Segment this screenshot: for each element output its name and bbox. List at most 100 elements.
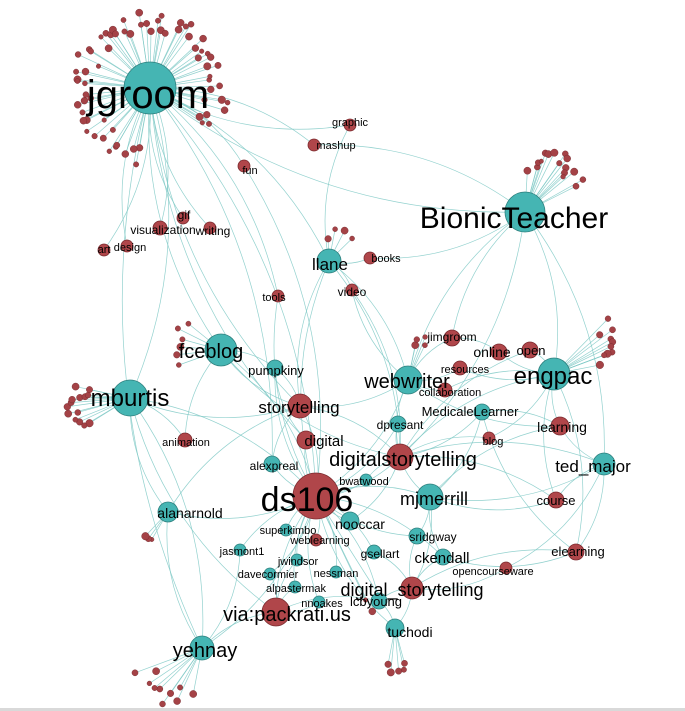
leaf-node-webwriter[interactable] xyxy=(411,341,420,350)
leaf-node-tuchodi[interactable] xyxy=(384,660,392,668)
node-pumpkiny[interactable] xyxy=(266,359,284,377)
leaf-node-jgroom[interactable] xyxy=(84,128,90,134)
leaf-node-llane[interactable] xyxy=(349,235,355,242)
node-weblearning[interactable] xyxy=(309,533,323,547)
leaf-node-mburtis[interactable] xyxy=(81,422,88,429)
leaf-node-jgroom[interactable] xyxy=(220,106,229,114)
node-opencourseware[interactable] xyxy=(499,561,513,575)
leaf-node-jgroom[interactable] xyxy=(121,28,128,35)
leaf-node-ds106[interactable] xyxy=(368,607,376,616)
node-nnoakes[interactable] xyxy=(312,595,326,609)
leaf-node-bionicteacher[interactable] xyxy=(572,182,580,190)
leaf-node-jgroom[interactable] xyxy=(207,73,213,79)
leaf-node-mburtis[interactable] xyxy=(68,396,76,404)
leaf-node-jgroom[interactable] xyxy=(73,101,82,109)
leaf-node-jgroom[interactable] xyxy=(195,112,204,121)
node-webwriter[interactable] xyxy=(393,365,423,395)
leaf-node-fceblog[interactable] xyxy=(176,362,182,368)
leaf-node-bionicteacher[interactable] xyxy=(570,167,579,176)
leaf-node-jgroom[interactable] xyxy=(147,27,155,35)
leaf-node-jgroom[interactable] xyxy=(121,150,130,158)
node-jasmont1[interactable] xyxy=(233,543,247,557)
node-tools[interactable] xyxy=(271,289,285,303)
node-llane[interactable] xyxy=(316,248,342,274)
node-digital[interactable] xyxy=(296,430,316,450)
leaf-node-engpac[interactable] xyxy=(609,326,616,334)
leaf-node-engpac[interactable] xyxy=(595,360,604,369)
leaf-node-jgroom[interactable] xyxy=(110,126,116,133)
node-graphic[interactable] xyxy=(343,118,357,132)
leaf-node-jgroom[interactable] xyxy=(82,91,90,98)
node-superkimbo[interactable] xyxy=(279,523,293,537)
leaf-node-jgroom[interactable] xyxy=(82,80,88,87)
leaf-node-jgroom[interactable] xyxy=(185,32,193,41)
node-blog[interactable] xyxy=(482,431,496,445)
leaf-node-jgroom[interactable] xyxy=(199,120,205,126)
leaf-node-jgroom[interactable] xyxy=(106,148,112,154)
node-davecormier[interactable] xyxy=(263,567,277,581)
node-collaboration[interactable] xyxy=(437,382,453,398)
leaf-node-yehnay[interactable] xyxy=(156,685,164,693)
node-fceblog[interactable] xyxy=(204,333,238,367)
leaf-node-webwriter[interactable] xyxy=(422,342,428,349)
node-learning[interactable] xyxy=(550,416,570,436)
leaf-node-bionicteacher[interactable] xyxy=(556,160,563,167)
leaf-node-tuchodi[interactable] xyxy=(401,660,408,667)
leaf-node-tuchodi[interactable] xyxy=(400,666,407,673)
leaf-node-bionicteacher[interactable] xyxy=(523,166,532,175)
leaf-node-jgroom[interactable] xyxy=(203,111,211,119)
leaf-node-jgroom[interactable] xyxy=(73,68,80,75)
node-online[interactable] xyxy=(490,343,508,361)
leaf-node-jgroom[interactable] xyxy=(136,144,144,152)
leaf-node-fceblog[interactable] xyxy=(176,343,185,351)
node-ds106[interactable] xyxy=(292,472,340,520)
leaf-node-llane[interactable] xyxy=(340,226,349,235)
leaf-node-jgroom[interactable] xyxy=(112,30,119,38)
leaf-node-llane[interactable] xyxy=(324,235,332,243)
leaf-node-bionicteacher[interactable] xyxy=(579,176,587,183)
node-medicalelearner[interactable] xyxy=(473,403,491,421)
leaf-node-yehnay[interactable] xyxy=(189,690,197,698)
leaf-node-jgroom[interactable] xyxy=(206,121,212,127)
node-gif[interactable] xyxy=(176,211,190,225)
leaf-node-jgroom[interactable] xyxy=(216,82,223,90)
node-video[interactable] xyxy=(345,283,359,297)
leaf-node-jgroom[interactable] xyxy=(99,134,107,142)
leaf-node-jgroom[interactable] xyxy=(158,12,165,19)
node-fun[interactable] xyxy=(237,159,251,173)
leaf-node-jgroom[interactable] xyxy=(79,116,88,125)
node-nessman[interactable] xyxy=(329,565,343,579)
leaf-node-jgroom[interactable] xyxy=(224,99,231,106)
node-via-packrati-us[interactable] xyxy=(261,597,291,627)
leaf-node-jgroom[interactable] xyxy=(98,34,104,40)
leaf-node-bionicteacher[interactable] xyxy=(560,174,566,180)
leaf-node-yehnay[interactable] xyxy=(173,697,181,705)
node-ted-major[interactable] xyxy=(592,452,616,476)
leaf-node-jgroom[interactable] xyxy=(129,145,138,153)
leaf-node-jgroom[interactable] xyxy=(79,109,86,116)
leaf-node-jgroom[interactable] xyxy=(81,67,90,76)
leaf-node-tuchodi[interactable] xyxy=(386,668,395,677)
node-dpresant[interactable] xyxy=(389,415,407,433)
leaf-node-engpac[interactable] xyxy=(601,352,607,359)
node-bwatwood[interactable] xyxy=(359,473,373,487)
node-visualization[interactable] xyxy=(152,220,168,236)
leaf-node-alanarnold[interactable] xyxy=(141,532,150,541)
node-mjmerrill[interactable] xyxy=(416,483,444,511)
leaf-node-mburtis[interactable] xyxy=(71,382,80,391)
node-mburtis[interactable] xyxy=(111,379,149,417)
node-course[interactable] xyxy=(547,491,565,509)
node-alpastermak[interactable] xyxy=(288,580,302,594)
leaf-node-jgroom[interactable] xyxy=(191,44,200,52)
leaf-node-jgroom[interactable] xyxy=(104,44,113,53)
node-engpac[interactable] xyxy=(537,357,571,391)
leaf-node-jgroom[interactable] xyxy=(87,94,94,102)
leaf-node-jgroom[interactable] xyxy=(87,48,94,55)
node-jimgroom[interactable] xyxy=(443,329,461,347)
node-storytelling[interactable] xyxy=(287,393,313,419)
leaf-node-jgroom[interactable] xyxy=(174,25,183,34)
leaf-node-jgroom[interactable] xyxy=(207,53,215,61)
leaf-node-yehnay[interactable] xyxy=(146,680,153,687)
leaf-node-yehnay[interactable] xyxy=(152,667,160,676)
leaf-node-jgroom[interactable] xyxy=(120,17,127,23)
